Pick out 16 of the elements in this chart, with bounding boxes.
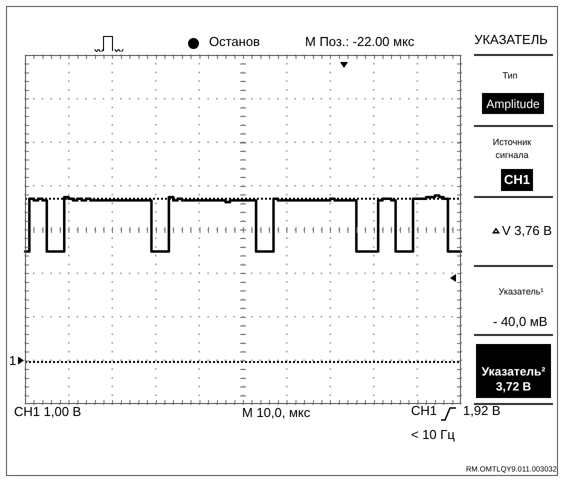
text: CH1 1,00 В	[14, 404, 82, 420]
text: M 10,0, мкс	[242, 405, 310, 421]
text: V 3,76 В	[502, 223, 552, 239]
text: M Поз.: -22.00 мкс	[305, 34, 414, 50]
text: Amplitude	[486, 96, 540, 110]
text: Указатель¹	[498, 286, 544, 298]
text: 1,92 В	[463, 403, 501, 419]
text: < 10 Гц	[411, 427, 455, 443]
text: CH1	[411, 403, 438, 419]
text: УКАЗАТЕЛЬ	[474, 32, 548, 48]
text: Указатель² 3,72 В	[482, 364, 546, 394]
text: - 40,0 мВ	[493, 314, 548, 330]
text: 1	[9, 352, 16, 368]
text: Останов	[209, 34, 260, 50]
text: Источник сигнала	[492, 136, 532, 162]
text: Тип	[502, 70, 518, 82]
